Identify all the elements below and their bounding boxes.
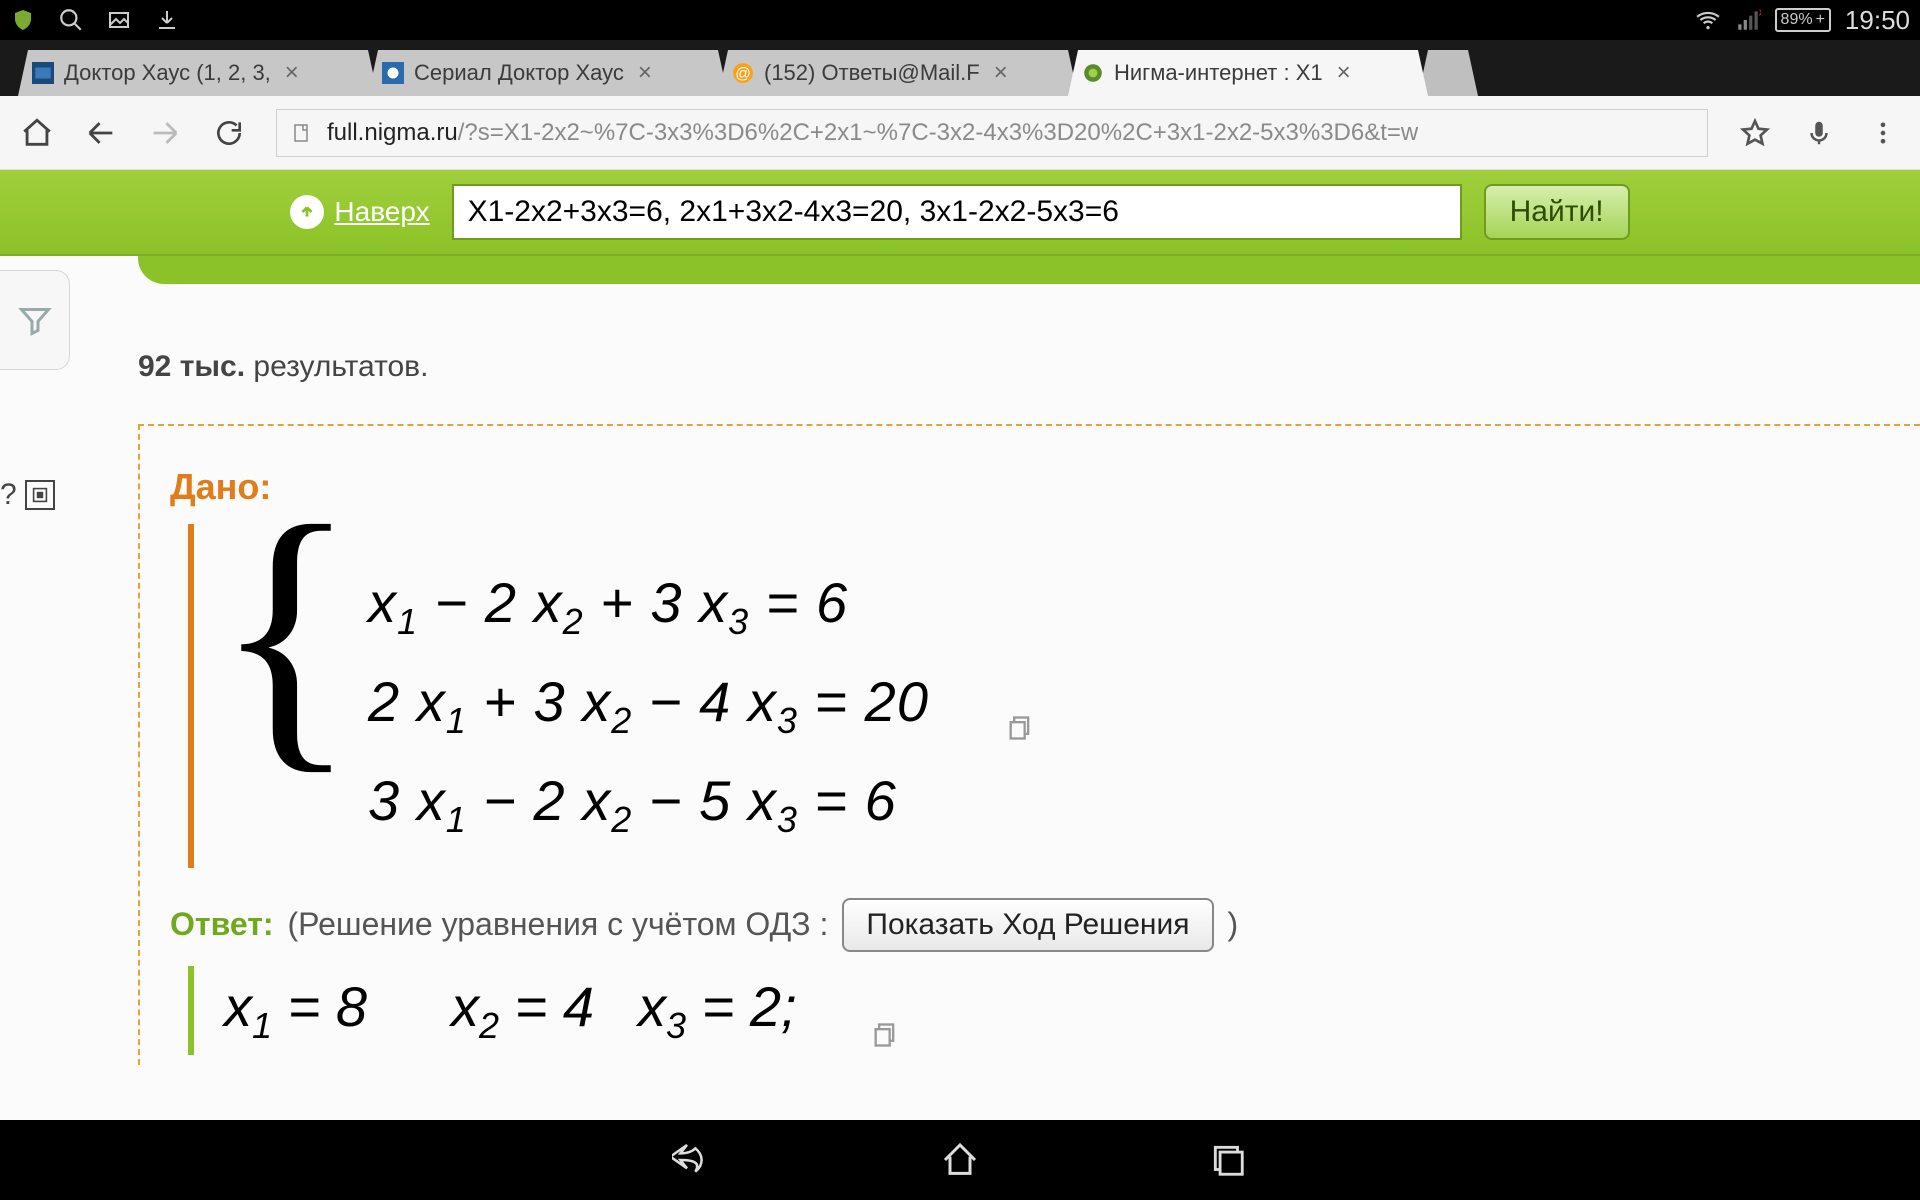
- answer-box: Дано: { x1 − 2 x2 + 3 x3 = 6 2 x1 + 3 x2…: [138, 424, 1920, 1065]
- help-box[interactable]: ?: [0, 478, 55, 512]
- url-path: /?s=X1-2x2~%7C-3x3%3D6%2C+2x1~%7C-3x2-4x…: [458, 119, 1419, 147]
- answer-note: (Решение уравнения с учётом ОДЗ :: [288, 906, 829, 943]
- new-tab-button[interactable]: [1418, 50, 1478, 96]
- wifi-icon: [1695, 7, 1721, 33]
- tab-0[interactable]: Доктор Хаус (1, 2, 3, ×: [18, 50, 378, 96]
- recent-apps-button[interactable]: [1204, 1136, 1252, 1184]
- favicon-icon: [382, 62, 404, 84]
- reload-icon[interactable]: [212, 116, 246, 150]
- arrow-up-icon: [290, 195, 324, 229]
- equation-1: x1 − 2 x2 + 3 x3 = 6: [368, 570, 1038, 643]
- show-solution-button[interactable]: Показать Ход Решения: [842, 898, 1213, 952]
- answer-label: Ответ:: [170, 906, 274, 943]
- site-search-bar: Наверх Найти!: [0, 170, 1920, 256]
- close-icon[interactable]: ×: [994, 59, 1008, 87]
- search-input[interactable]: [452, 184, 1462, 240]
- search-button[interactable]: Найти!: [1484, 184, 1630, 240]
- android-nav-bar: [0, 1120, 1920, 1200]
- tab-3[interactable]: Нигма-интернет : X1 ×: [1068, 50, 1428, 96]
- equation-system: { x1 − 2 x2 + 3 x3 = 6 2 x1 + 3 x2 − 4 x…: [188, 524, 1870, 868]
- close-icon[interactable]: ×: [1337, 59, 1351, 87]
- back-button[interactable]: [668, 1136, 716, 1184]
- tab-title: (152) Ответы@Mail.F: [764, 60, 980, 86]
- back-icon[interactable]: [84, 116, 118, 150]
- menu-icon[interactable]: [1866, 116, 1900, 150]
- tab-1[interactable]: Сериал Доктор Хаус ×: [368, 50, 728, 96]
- left-rail: [0, 270, 70, 370]
- copy-icon[interactable]: [1006, 690, 1038, 722]
- close-icon[interactable]: ×: [638, 59, 652, 87]
- mic-icon[interactable]: [1802, 116, 1836, 150]
- favicon-icon: [1082, 62, 1104, 84]
- browser-tabstrip: Доктор Хаус (1, 2, 3, × Сериал Доктор Ха…: [0, 40, 1920, 96]
- signal-icon: x: [1735, 7, 1761, 33]
- tab-title: Доктор Хаус (1, 2, 3,: [64, 60, 271, 86]
- svg-text:@: @: [735, 66, 751, 83]
- answer-close-paren: ): [1228, 906, 1239, 943]
- tab-title: Сериал Доктор Хаус: [414, 60, 624, 86]
- clock-text: 19:50: [1845, 5, 1910, 36]
- home-icon[interactable]: [20, 116, 54, 150]
- given-label: Дано:: [170, 466, 1870, 508]
- copy-icon[interactable]: [871, 997, 903, 1029]
- results-area: 92 тыс. результатов. Дано: { x1 − 2 x2 +…: [138, 300, 1920, 1065]
- download-icon: [154, 7, 180, 33]
- scroll-top-link[interactable]: Наверх: [290, 195, 429, 229]
- address-bar[interactable]: full.nigma.ru/?s=X1-2x2~%7C-3x3%3D6%2C+2…: [276, 109, 1708, 157]
- top-link-label: Наверх: [334, 196, 429, 228]
- favicon-icon: @: [732, 62, 754, 84]
- brace-icon: {: [214, 504, 358, 759]
- favicon-icon: [32, 62, 54, 84]
- solution-values: x1 = 8 x2 = 4 x3 = 2;: [188, 966, 1870, 1055]
- count-bold: 92 тыс.: [138, 350, 245, 383]
- star-icon[interactable]: [1738, 116, 1772, 150]
- image-icon: [106, 7, 132, 33]
- equation-3: 3 x1 − 2 x2 − 5 x3 = 6: [368, 768, 1038, 841]
- battery-plus: +: [1816, 11, 1825, 29]
- battery-indicator: 89% +: [1775, 8, 1831, 32]
- search-icon: [58, 7, 84, 33]
- forward-icon: [148, 116, 182, 150]
- url-domain: full.nigma.ru: [327, 119, 458, 147]
- shield-icon: [10, 7, 36, 33]
- page-icon: [291, 122, 313, 144]
- square-icon: [25, 480, 55, 510]
- android-status-bar: x 89% + 19:50: [0, 0, 1920, 40]
- filter-tab[interactable]: [0, 270, 70, 370]
- browser-toolbar: full.nigma.ru/?s=X1-2x2~%7C-3x3%3D6%2C+2…: [0, 96, 1920, 170]
- svg-text:x: x: [1758, 7, 1760, 19]
- tab-2[interactable]: @ (152) Ответы@Mail.F ×: [718, 50, 1078, 96]
- count-rest: результатов.: [245, 350, 428, 383]
- equation-2: 2 x1 + 3 x2 − 4 x3 = 20: [368, 669, 1038, 742]
- close-icon[interactable]: ×: [285, 59, 299, 87]
- battery-percent: 89%: [1781, 11, 1813, 29]
- green-corner-decor: [138, 256, 1920, 284]
- results-count: 92 тыс. результатов.: [138, 350, 1920, 384]
- question-mark: ?: [0, 478, 17, 512]
- page-content: Наверх Найти! ? 92 тыс. результатов. Дан…: [0, 170, 1920, 1120]
- home-button[interactable]: [936, 1136, 984, 1184]
- answer-line: Ответ: (Решение уравнения с учётом ОДЗ :…: [170, 898, 1870, 952]
- tab-title: Нигма-интернет : X1: [1114, 60, 1323, 86]
